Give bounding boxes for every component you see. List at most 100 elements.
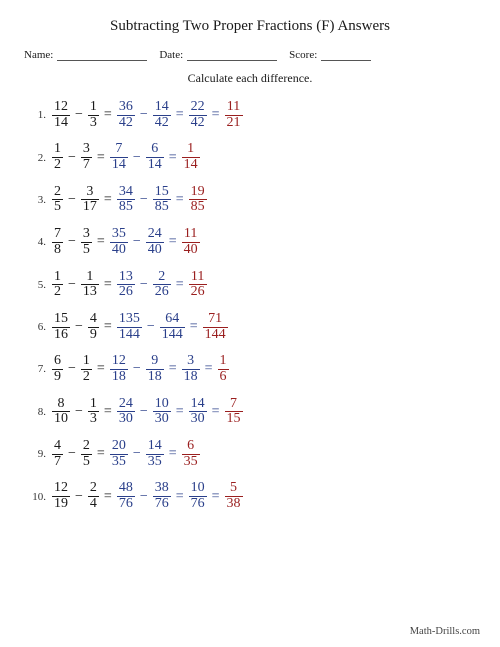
equals-op: = xyxy=(171,192,189,208)
denominator: 38 xyxy=(225,497,243,512)
fraction: 7 14 xyxy=(110,142,128,172)
numerator: 22 xyxy=(189,100,207,115)
equals-op: = xyxy=(164,150,182,166)
fraction: 3 5 xyxy=(81,227,92,257)
name-field: Name: xyxy=(24,49,147,61)
numerator: 4 xyxy=(52,439,63,454)
denominator: 14 xyxy=(52,116,70,131)
denominator: 3 xyxy=(88,116,99,131)
fraction: 1 6 xyxy=(218,354,229,384)
denominator: 19 xyxy=(52,497,70,512)
numerator: 20 xyxy=(110,439,128,454)
score-line xyxy=(321,49,371,61)
numerator: 12 xyxy=(52,481,70,496)
problem-row: 10. 12 19 − 2 4 = 48 76 − 38 76 = 10 76 … xyxy=(30,481,476,511)
equals-op: = xyxy=(92,446,110,462)
fraction: 12 18 xyxy=(110,354,128,384)
score-field: Score: xyxy=(289,49,371,61)
minus-op: − xyxy=(128,234,146,250)
minus-op: − xyxy=(70,404,88,420)
fraction: 35 40 xyxy=(110,227,128,257)
minus-op: − xyxy=(135,489,153,505)
denominator: 76 xyxy=(117,497,135,512)
equals-op: = xyxy=(164,446,182,462)
denominator: 144 xyxy=(117,328,142,343)
fraction: 11 40 xyxy=(182,227,200,257)
denominator: 85 xyxy=(117,200,135,215)
denominator: 14 xyxy=(146,158,164,173)
denominator: 40 xyxy=(182,243,200,258)
fraction: 20 35 xyxy=(110,439,128,469)
numerator: 3 xyxy=(81,142,92,157)
fraction: 1 2 xyxy=(81,354,92,384)
problem-row: 8. 8 10 − 1 3 = 24 30 − 10 30 = 14 30 = … xyxy=(30,397,476,427)
fraction: 1 2 xyxy=(52,270,63,300)
denominator: 9 xyxy=(88,328,99,343)
fraction: 6 14 xyxy=(146,142,164,172)
denominator: 85 xyxy=(153,200,171,215)
numerator: 1 xyxy=(88,100,99,115)
fraction: 2 5 xyxy=(81,439,92,469)
problem-number: 9. xyxy=(30,448,52,460)
score-label: Score: xyxy=(289,49,317,61)
numerator: 7 xyxy=(113,142,124,157)
minus-op: − xyxy=(135,192,153,208)
equals-op: = xyxy=(99,319,117,335)
minus-op: − xyxy=(63,192,81,208)
problem-row: 3. 2 5 − 3 17 = 34 85 − 15 85 = 19 85 xyxy=(30,185,476,215)
minus-op: − xyxy=(63,446,81,462)
fraction: 14 30 xyxy=(189,397,207,427)
fraction: 19 85 xyxy=(189,185,207,215)
fraction: 2 26 xyxy=(153,270,171,300)
fraction: 34 85 xyxy=(117,185,135,215)
fraction: 11 26 xyxy=(189,270,207,300)
denominator: 4 xyxy=(88,497,99,512)
numerator: 2 xyxy=(156,270,167,285)
numerator: 1 xyxy=(84,270,95,285)
denominator: 14 xyxy=(110,158,128,173)
fraction: 2 5 xyxy=(52,185,63,215)
denominator: 26 xyxy=(189,285,207,300)
fraction: 5 38 xyxy=(225,481,243,511)
numerator: 5 xyxy=(228,481,239,496)
numerator: 1 xyxy=(81,354,92,369)
date-field: Date: xyxy=(159,49,277,61)
fraction: 3 17 xyxy=(81,185,99,215)
denominator: 16 xyxy=(52,328,70,343)
equals-op: = xyxy=(99,107,117,123)
numerator: 14 xyxy=(146,439,164,454)
fraction: 6 35 xyxy=(182,439,200,469)
problem-row: 2. 1 2 − 3 7 = 7 14 − 6 14 = 1 14 xyxy=(30,142,476,172)
denominator: 35 xyxy=(182,455,200,470)
fraction: 2 4 xyxy=(88,481,99,511)
numerator: 6 xyxy=(52,354,63,369)
minus-op: − xyxy=(128,361,146,377)
fraction: 1 13 xyxy=(81,270,99,300)
numerator: 1 xyxy=(52,270,63,285)
numerator: 14 xyxy=(189,397,207,412)
equals-op: = xyxy=(99,404,117,420)
fraction: 3 18 xyxy=(182,354,200,384)
numerator: 9 xyxy=(149,354,160,369)
problem-row: 4. 7 8 − 3 5 = 35 40 − 24 40 = 11 40 xyxy=(30,227,476,257)
numerator: 24 xyxy=(117,397,135,412)
minus-op: − xyxy=(70,319,88,335)
minus-op: − xyxy=(70,489,88,505)
problem-row: 9. 4 7 − 2 5 = 20 35 − 14 35 = 6 35 xyxy=(30,439,476,469)
equals-op: = xyxy=(207,489,225,505)
problem-number: 7. xyxy=(30,363,52,375)
fraction: 11 21 xyxy=(225,100,243,130)
numerator: 14 xyxy=(153,100,171,115)
equals-op: = xyxy=(164,234,182,250)
page-title: Subtracting Two Proper Fractions (F) Ans… xyxy=(24,18,476,35)
numerator: 11 xyxy=(182,227,199,242)
problem-number: 3. xyxy=(30,194,52,206)
fraction: 36 42 xyxy=(117,100,135,130)
numerator: 13 xyxy=(117,270,135,285)
footer: Math-Drills.com xyxy=(410,626,480,637)
numerator: 15 xyxy=(52,312,70,327)
numerator: 6 xyxy=(149,142,160,157)
problem-row: 6. 15 16 − 4 9 = 135 144 − 64 144 = 71 1… xyxy=(30,312,476,342)
fraction: 10 76 xyxy=(189,481,207,511)
numerator: 3 xyxy=(84,185,95,200)
